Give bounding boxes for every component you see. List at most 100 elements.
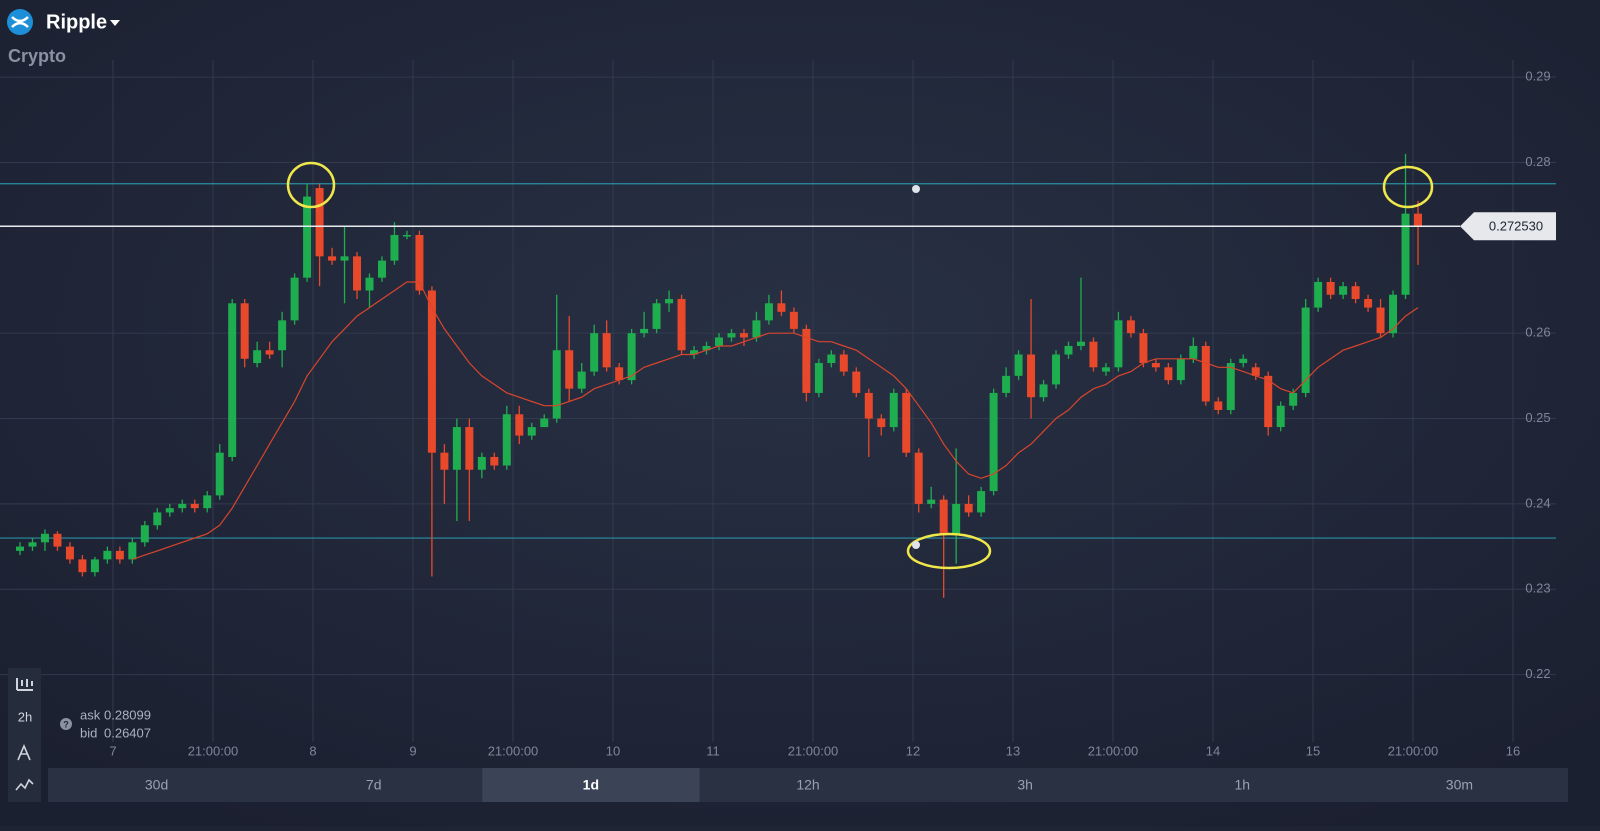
price-tag-label: 0.272530	[1489, 219, 1543, 234]
period-tabs: 30d 7d 1d 12h 3h 1h 30m	[48, 768, 1568, 802]
candle-body	[440, 452, 449, 470]
asset-header[interactable]: Ripple	[7, 9, 120, 35]
candle-body	[1376, 307, 1385, 334]
candle-body	[952, 503, 961, 534]
candle-body	[1101, 367, 1110, 372]
candle-body	[240, 303, 249, 359]
candle-body	[228, 303, 237, 457]
candle-body	[1014, 354, 1023, 376]
candle-body	[1314, 281, 1323, 308]
candle-body	[1289, 392, 1298, 406]
quote: ? ask 0.28099 bid 0.26407	[60, 707, 151, 740]
candle-body	[1414, 213, 1422, 227]
x-tick-label: 13	[1006, 743, 1020, 758]
candle-body	[16, 546, 24, 551]
candle-body	[977, 491, 986, 513]
candle-body	[1226, 363, 1235, 410]
candle-body	[739, 333, 748, 338]
x-tick-label: 21:00:00	[188, 743, 239, 758]
timeframe-button[interactable]: 2h	[18, 709, 32, 724]
x-tick-label: 15	[1306, 743, 1320, 758]
period-tab-active	[482, 768, 700, 802]
help-icon[interactable]	[60, 718, 72, 730]
candle-body	[377, 260, 386, 278]
candle-body	[427, 290, 436, 453]
candle-body	[1064, 345, 1073, 355]
period-tab[interactable]: 3h	[1017, 777, 1033, 793]
candle-body	[1251, 367, 1260, 376]
period-tab[interactable]: 1d	[583, 777, 599, 793]
period-tab[interactable]: 12h	[796, 777, 819, 793]
candle-body	[115, 550, 124, 560]
drawing-tool-button[interactable]	[17, 743, 31, 761]
candle-body	[889, 392, 898, 428]
candle-body	[627, 333, 636, 381]
candle-body	[40, 533, 49, 543]
candle-body	[490, 456, 499, 466]
candle-body	[540, 418, 549, 428]
tool-panel: 2h	[8, 668, 41, 802]
candle-body	[1364, 299, 1373, 308]
level-handle[interactable]	[912, 185, 920, 193]
candle-body	[677, 299, 686, 351]
candle-body	[1189, 345, 1198, 359]
candle-body	[565, 350, 574, 389]
candle-body	[939, 499, 948, 534]
help-glyph: ?	[63, 719, 69, 729]
y-tick-label: 0.28	[1525, 154, 1550, 169]
candle-body	[328, 256, 337, 261]
period-tab[interactable]: 30m	[1446, 777, 1473, 793]
candle-body	[1326, 281, 1335, 295]
y-tick-label: 0.29	[1525, 69, 1550, 84]
candle-body	[1264, 375, 1273, 428]
candle-body	[315, 188, 324, 257]
candle-body	[415, 235, 424, 291]
candle-body	[652, 303, 661, 329]
candle-body	[1176, 358, 1185, 381]
candle-body	[777, 303, 786, 312]
candle-body	[577, 371, 586, 389]
candle-body	[1027, 354, 1036, 398]
candle-body	[839, 354, 848, 372]
period-tab[interactable]: 1h	[1234, 777, 1250, 793]
candle-body	[1039, 384, 1048, 398]
x-tick-label: 8	[309, 743, 316, 758]
candle-body	[290, 277, 299, 321]
asset-category: Crypto	[8, 46, 66, 66]
highlight-circle	[1382, 165, 1434, 209]
candle-body	[552, 350, 561, 419]
period-tab[interactable]: 30d	[145, 777, 168, 793]
candle-body	[1389, 294, 1398, 334]
candle-body	[1139, 333, 1148, 364]
x-tick-label: 21:00:00	[488, 743, 539, 758]
period-tab[interactable]: 7d	[366, 777, 382, 793]
candle-body	[53, 533, 62, 547]
candle-body	[190, 503, 199, 509]
y-tick-label: 0.26	[1525, 325, 1550, 340]
candle-body	[90, 559, 99, 573]
candle-body	[1339, 286, 1348, 295]
indicator-button[interactable]	[15, 778, 34, 791]
candle-body	[215, 452, 224, 496]
level-handle[interactable]	[912, 541, 920, 549]
candle-body	[1126, 320, 1135, 334]
candle-body	[365, 277, 374, 291]
candle-body	[814, 363, 823, 393]
candle-body	[1114, 320, 1123, 368]
candle-body	[1076, 341, 1085, 346]
candle-body	[715, 337, 723, 346]
chart-type-button[interactable]	[16, 678, 33, 691]
candle-body	[103, 550, 112, 560]
candle-body	[727, 333, 736, 338]
candle-body	[914, 452, 923, 504]
x-tick-label: 12	[906, 743, 920, 758]
candle-body	[1401, 213, 1410, 295]
ask-value: 0.28099	[104, 707, 151, 722]
price-tag	[1460, 212, 1556, 241]
candle-body	[178, 503, 187, 509]
asset-name[interactable]: Ripple	[46, 11, 107, 33]
candle-body	[265, 350, 274, 355]
dropdown-caret[interactable]	[110, 20, 120, 26]
